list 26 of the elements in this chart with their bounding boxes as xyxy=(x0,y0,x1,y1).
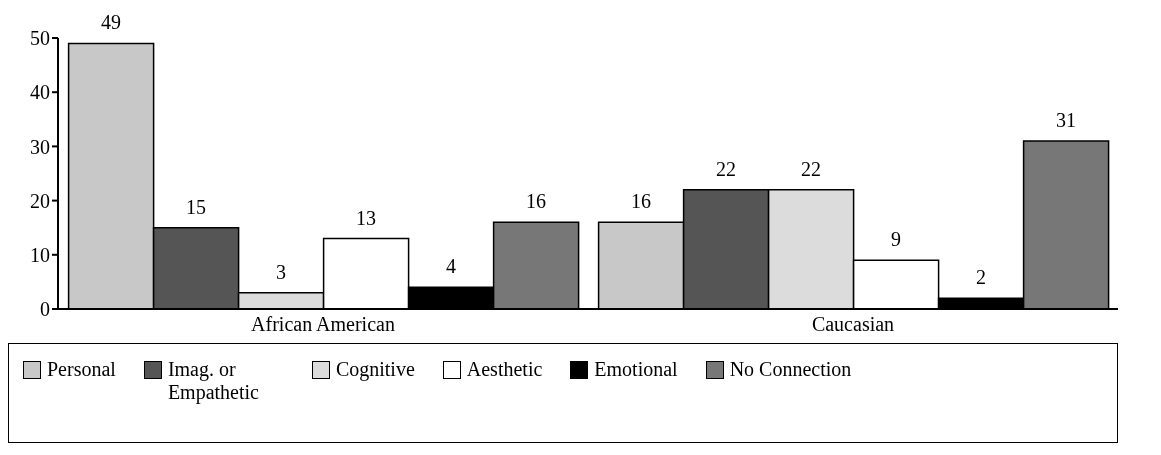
legend-label: Emotional xyxy=(594,358,678,381)
y-tick-label: 50 xyxy=(30,27,50,50)
legend-label: Cognitive xyxy=(335,358,415,381)
data-label: 13 xyxy=(356,206,377,229)
data-label: 31 xyxy=(1056,108,1077,131)
x-tick-label: Caucasian xyxy=(811,313,895,336)
y-tick-label: 40 xyxy=(30,81,50,104)
data-label: 16 xyxy=(526,190,547,213)
legend-label: No Connection xyxy=(729,358,852,381)
y-tick-label: 0 xyxy=(40,298,50,321)
x-tick-label: African American xyxy=(251,313,395,336)
data-label: 16 xyxy=(631,190,652,213)
legend-label: Imag. or Empathetic xyxy=(167,358,260,404)
data-label: 9 xyxy=(891,228,902,251)
legend-label: Aesthetic xyxy=(466,358,543,381)
data-label: 15 xyxy=(186,195,207,218)
legend-label: Personal xyxy=(47,358,116,381)
data-label: 49 xyxy=(101,11,122,34)
y-tick-label: 30 xyxy=(30,135,50,158)
data-label: 22 xyxy=(801,157,822,180)
data-label: 4 xyxy=(446,255,457,278)
data-label: 3 xyxy=(276,260,287,283)
y-tick-label: 20 xyxy=(30,189,50,212)
data-label: 22 xyxy=(716,157,737,180)
data-label: 2 xyxy=(976,266,987,289)
y-tick-label: 10 xyxy=(30,243,50,266)
